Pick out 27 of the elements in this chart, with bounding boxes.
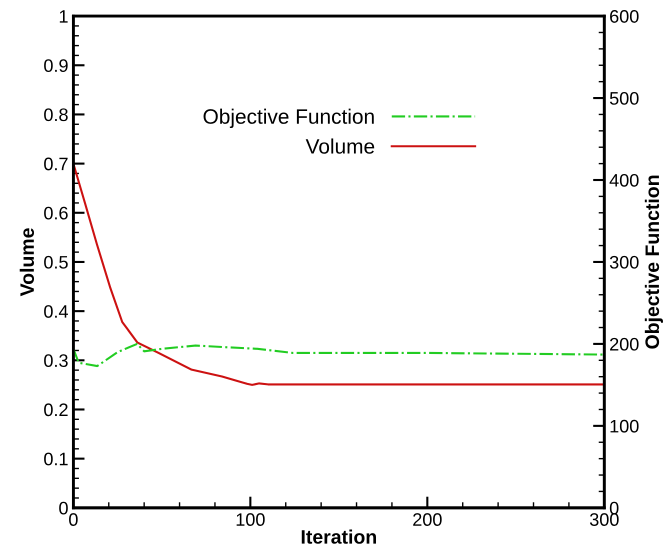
y2-tick-label: 600 bbox=[610, 10, 639, 23]
line-series bbox=[73, 342, 604, 368]
x-axis-title: Iteration bbox=[302, 530, 376, 544]
y2-tick-label: 300 bbox=[610, 256, 639, 269]
y2-tick-label: 100 bbox=[610, 420, 639, 433]
y-tick-label: 1 bbox=[60, 10, 68, 23]
y-tick-label: 0.5 bbox=[44, 256, 68, 269]
y-tick-label: 0.1 bbox=[44, 452, 68, 466]
y-tick-label: 0.8 bbox=[44, 108, 68, 122]
y-tick-label: 0.3 bbox=[44, 354, 68, 368]
y2-tick-label: 400 bbox=[610, 174, 639, 187]
y-tick-label: 0.4 bbox=[44, 305, 68, 318]
y-tick-label: 0.6 bbox=[44, 206, 68, 220]
x-tick-label: 100 bbox=[236, 513, 265, 526]
x-tick-label: 0 bbox=[69, 513, 78, 526]
y-tick-label: 0.9 bbox=[44, 59, 68, 72]
x-tick-label: 200 bbox=[413, 513, 442, 526]
y-axis-title: Volume bbox=[20, 228, 34, 296]
y-tick-label: 0 bbox=[59, 502, 68, 515]
legend-label: Volume bbox=[306, 138, 374, 154]
y-tick-label: 0.2 bbox=[44, 403, 68, 416]
y-tick-label: 0.7 bbox=[44, 158, 68, 170]
x-tick-label: 300 bbox=[590, 513, 619, 526]
legend-label: Objective Function bbox=[204, 108, 374, 128]
y2-axis-title: Objective Function bbox=[644, 176, 663, 349]
y2-tick-label: 200 bbox=[610, 338, 639, 351]
y2-tick-label: 500 bbox=[610, 92, 639, 105]
